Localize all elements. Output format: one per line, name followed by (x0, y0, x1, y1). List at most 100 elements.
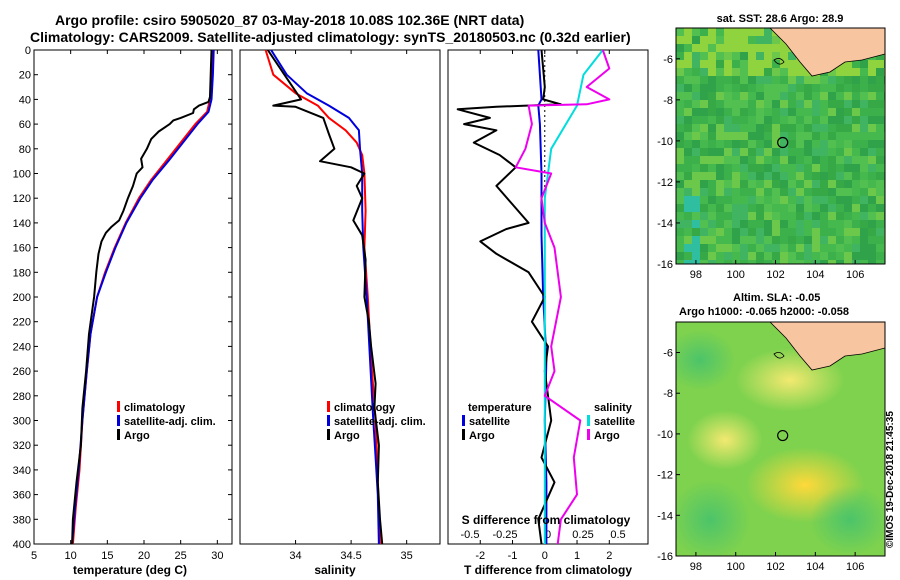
sst-pixel (804, 204, 812, 212)
sst-pixel (868, 68, 876, 76)
sst-pixel (692, 172, 700, 180)
sst-pixel (836, 132, 844, 140)
sst-pixel (860, 236, 868, 244)
salinity-series-argo (266, 50, 384, 544)
sst-pixel (764, 76, 772, 84)
sst-pixel (764, 140, 772, 148)
sst-pixel (836, 116, 844, 124)
salinity-legend: climatology satellite-adj. clim. Argo (327, 401, 426, 442)
sst-pixel (700, 68, 708, 76)
sst-pixel (796, 124, 804, 132)
sst-pixel (812, 196, 820, 204)
sla-low-patch (676, 480, 750, 556)
sst-pixel (724, 28, 732, 36)
sst-pixel (740, 148, 748, 156)
sst-pixel (876, 60, 884, 68)
sst-pixel (860, 164, 868, 172)
sst-pixel (764, 68, 772, 76)
sst-pixel (852, 212, 860, 220)
sst-pixel (748, 140, 756, 148)
sst-pixel (820, 100, 828, 108)
map-y-tick-label: -10 (657, 136, 673, 148)
sla-map: Altim. SLA: -0.05 Argo h1000: -0.065 h20… (657, 292, 886, 573)
x-tick-label: 30 (211, 550, 223, 562)
sst-pixel (860, 228, 868, 236)
sst-pixel (860, 172, 868, 180)
sst-pixel (700, 132, 708, 140)
sla-land (769, 322, 885, 371)
sst-pixel (684, 252, 692, 260)
sst-pixel (676, 44, 684, 52)
sst-pixel (700, 124, 708, 132)
sst-pixel (708, 44, 716, 52)
sst-pixel (876, 68, 884, 76)
sst-pixel (748, 228, 756, 236)
sst-pixel (820, 140, 828, 148)
sst-pixel (796, 260, 804, 264)
sst-pixel (836, 148, 844, 156)
sst-pixel (692, 36, 700, 44)
sst-pixel (788, 132, 796, 140)
top-tick-label: -0.5 (461, 529, 480, 541)
sst-pixel (876, 116, 884, 124)
sst-pixel (764, 156, 772, 164)
sst-pixel (796, 164, 804, 172)
sst-pixel (732, 236, 740, 244)
sst-pixel (764, 196, 772, 204)
sst-pixel (700, 28, 708, 36)
sst-pixel (836, 220, 844, 228)
sst-pixel (804, 116, 812, 124)
legend-swatch-climatology (327, 401, 330, 412)
sst-pixel (852, 76, 860, 84)
sst-pixel (748, 196, 756, 204)
sst-pixel (860, 156, 868, 164)
sst-pixel (780, 196, 788, 204)
sst-pixel (684, 188, 692, 196)
sst-pixel (772, 92, 780, 100)
sst-pixel (796, 212, 804, 220)
sst-pixel (844, 196, 852, 204)
sst-pixel (788, 204, 796, 212)
axis-ticks: 5 10 15 20 25 3002040608010012014016018020022… (13, 45, 626, 562)
sst-pixel (804, 228, 812, 236)
sst-pixel (740, 92, 748, 100)
sst-pixel (804, 156, 812, 164)
sst-pixel (796, 92, 804, 100)
sst-pixel (780, 220, 788, 228)
sst-pixel (732, 116, 740, 124)
sst-pixel (692, 84, 700, 92)
sst-pixel (684, 108, 692, 116)
sst-pixel (876, 212, 884, 220)
x-tick-label: 34 (289, 550, 301, 562)
sst-pixel (716, 156, 724, 164)
sst-pixel (724, 68, 732, 76)
sst-pixel (820, 108, 828, 116)
sst-pixel (844, 84, 852, 92)
sst-pixel (748, 124, 756, 132)
sst-pixel (756, 52, 764, 60)
sst-pixel (724, 148, 732, 156)
sst-pixel (804, 68, 812, 76)
sst-pixel (716, 148, 724, 156)
legend-swatch-s-argo (587, 429, 590, 440)
sst-pixel (748, 212, 756, 220)
sst-pixel (852, 68, 860, 76)
sst-pixel (844, 124, 852, 132)
sst-pixel (764, 220, 772, 228)
sst-pixel (692, 108, 700, 116)
sst-pixel (716, 140, 724, 148)
y-tick-label: 280 (13, 391, 31, 403)
sst-pixel (820, 252, 828, 260)
sst-pixel (780, 164, 788, 172)
sst-pixel (708, 116, 716, 124)
sst-pixel (676, 156, 684, 164)
legend-swatch-argo (117, 429, 120, 440)
sst-pixel (772, 116, 780, 124)
sst-pixel (740, 124, 748, 132)
sst-pixel (820, 132, 828, 140)
sst-pixel (748, 236, 756, 244)
y-tick-label: 200 (13, 292, 31, 304)
sst-pixel (836, 196, 844, 204)
sst-pixel (740, 172, 748, 180)
y-tick-label: 380 (13, 514, 31, 526)
